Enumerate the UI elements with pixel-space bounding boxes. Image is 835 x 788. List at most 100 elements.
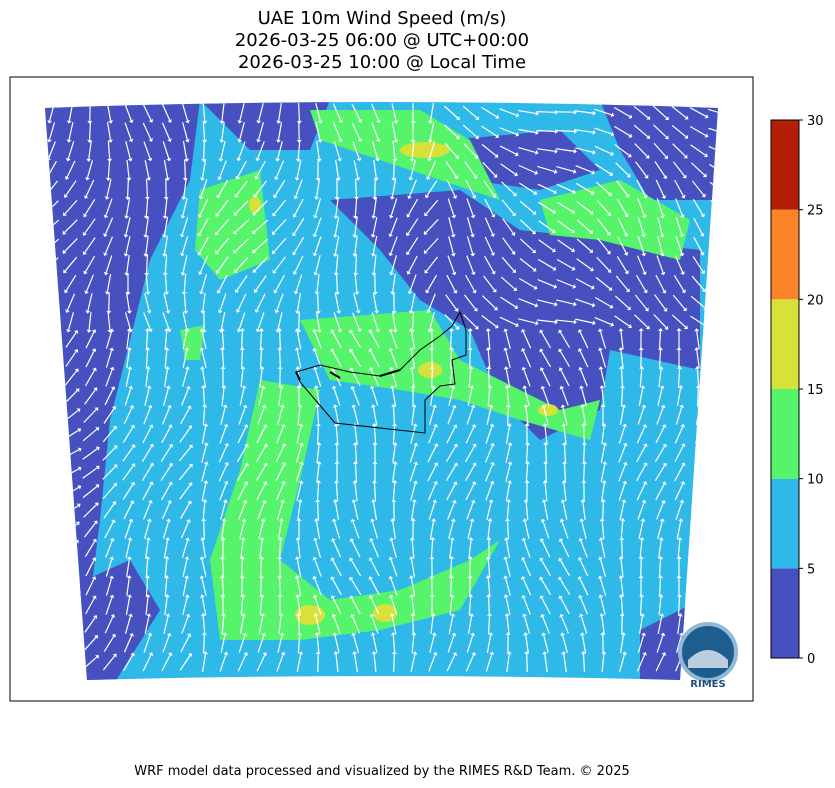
wind-arrow-shaft — [142, 426, 152, 444]
wind-arrow-shaft — [164, 197, 168, 217]
wind-arrow-shaft — [350, 331, 362, 349]
wind-arrow-head — [507, 480, 513, 484]
wind-arrow-shaft — [427, 160, 437, 178]
wind-arrow-head — [488, 499, 494, 503]
wind-arrow-head — [619, 613, 625, 617]
wind-arrow-head — [244, 462, 249, 467]
wind-arrow-head — [104, 291, 110, 295]
wind-arrow-shaft — [278, 388, 282, 406]
wind-arrow-head — [349, 329, 354, 334]
wind-arrow-shaft — [709, 277, 718, 289]
wind-arrow-shaft — [579, 559, 589, 577]
wind-arrow-shaft — [355, 254, 357, 274]
wind-arrow-shaft — [427, 483, 437, 501]
wind-arrow-shaft — [599, 350, 607, 368]
wind-arrow-head — [413, 442, 419, 447]
wind-arrow-shaft — [714, 464, 718, 482]
wind-arrow-shaft — [407, 237, 419, 253]
wind-arrow-head — [262, 481, 268, 486]
wind-arrow-head — [579, 518, 585, 522]
wind-arrow-head — [123, 234, 129, 238]
wind-arrow-shaft — [694, 483, 702, 501]
wind-arrow-shaft — [256, 160, 266, 178]
wind-arrow-head — [216, 194, 221, 199]
wind-field — [45, 102, 718, 680]
wind-arrow-shaft — [351, 103, 361, 121]
wind-arrow-shaft — [297, 615, 301, 635]
wind-arrow-shaft — [104, 217, 114, 235]
wind-arrow-shaft — [144, 160, 150, 178]
wind-arrow-shaft — [256, 293, 266, 311]
wind-arrow-shaft — [696, 350, 700, 368]
wind-arrow-shaft — [595, 276, 611, 290]
wind-arrow-shaft — [84, 617, 96, 633]
wind-arrow-shaft — [64, 370, 78, 386]
wind-arrow-shaft — [107, 159, 111, 179]
wind-arrow-shaft — [500, 296, 516, 308]
wind-arrow-head — [199, 594, 205, 598]
wind-arrow-shaft — [675, 236, 683, 254]
wind-arrow-head — [427, 157, 432, 162]
wind-arrow-shaft — [235, 256, 249, 272]
wind-arrow-shaft — [201, 445, 207, 463]
wind-arrow-shaft — [675, 198, 683, 216]
wind-arrow-head — [680, 424, 685, 428]
wind-arrow-head — [506, 499, 512, 503]
wind-arrow-shaft — [561, 616, 569, 634]
wind-arrow-shaft — [105, 578, 113, 596]
wind-arrow-shaft — [655, 426, 665, 444]
wind-arrow-head — [468, 537, 474, 541]
wind-arrow-shaft — [164, 558, 168, 578]
wind-arrow-shaft — [276, 483, 284, 501]
wind-arrow-shaft — [333, 141, 341, 159]
wind-arrow-shaft — [410, 160, 416, 178]
wind-arrow-head — [129, 405, 135, 409]
uae-coast — [295, 369, 401, 381]
wind-arrow-head — [352, 651, 358, 655]
wind-arrow-head — [315, 423, 321, 427]
wind-arrow-shaft — [694, 445, 702, 463]
wind-arrow-shaft — [239, 122, 245, 140]
wind-arrow-shaft — [234, 219, 250, 233]
wind-arrow-shaft — [710, 257, 718, 271]
wind-arrow-shaft — [696, 578, 700, 596]
wind-arrow-head — [542, 480, 548, 484]
wind-arrow-head — [389, 385, 395, 389]
wind-arrow-head — [700, 213, 705, 218]
wind-arrow-head — [512, 269, 516, 274]
wind-arrow-shaft — [183, 178, 187, 198]
wind-arrow-head — [506, 651, 512, 655]
wind-arrow-shaft — [126, 293, 130, 311]
wind-arrow-shaft — [254, 200, 268, 214]
wind-arrow-head — [489, 480, 495, 485]
wind-arrow-head — [660, 214, 666, 219]
wind-arrow-shaft — [102, 466, 116, 480]
wind-arrow-shaft — [334, 407, 340, 425]
wind-arrow-shaft — [45, 638, 60, 650]
wind-arrow-shaft — [672, 294, 686, 310]
wind-arrow-head — [200, 537, 206, 541]
wind-arrow-shaft — [182, 331, 188, 349]
wind-arrow-head — [539, 557, 544, 562]
wind-arrow-shaft — [255, 275, 267, 291]
wind-arrow-shaft — [202, 102, 206, 122]
wind-arrow-shaft — [466, 198, 474, 216]
wind-arrow-shaft — [106, 179, 112, 197]
wind-arrow-head — [75, 388, 80, 393]
wind-arrow-shaft — [354, 425, 358, 445]
wind-arrow-shaft — [545, 444, 547, 464]
wind-arrow-head — [352, 442, 358, 446]
wind-arrow-head — [260, 385, 266, 389]
wind-arrow-shaft — [240, 539, 244, 559]
wind-arrow-head — [316, 442, 322, 446]
wind-arrow-shaft — [600, 369, 606, 387]
wind-arrow-shaft — [676, 521, 682, 539]
wind-arrow-shaft — [653, 124, 667, 138]
wind-arrow-shaft — [84, 218, 96, 234]
wind-arrow-shaft — [63, 637, 79, 651]
wind-arrow-shaft — [293, 218, 305, 234]
wind-arrow-head — [370, 404, 376, 408]
wind-arrow-shaft — [203, 634, 205, 654]
wind-arrow-shaft — [240, 368, 244, 388]
wind-arrow-shaft — [557, 220, 573, 232]
